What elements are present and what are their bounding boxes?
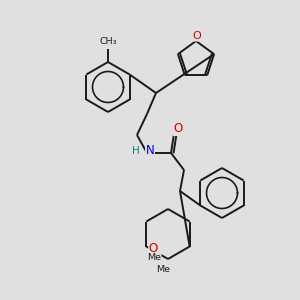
Text: Me: Me [156,265,170,274]
Text: Me: Me [147,253,161,262]
Text: N: N [146,145,154,158]
Text: CH₃: CH₃ [99,38,117,46]
Text: O: O [193,31,201,41]
Text: O: O [149,242,158,255]
Text: O: O [173,122,183,136]
Text: H: H [132,146,140,156]
